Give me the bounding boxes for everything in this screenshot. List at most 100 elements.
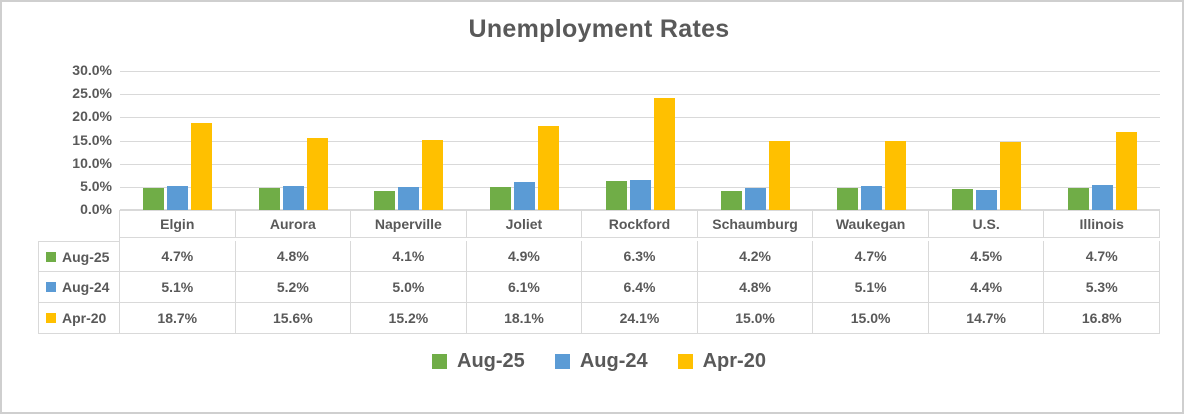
table-value-cell: 15.0% (813, 303, 929, 334)
bar-aug-25 (1067, 188, 1089, 210)
gridline (120, 117, 1160, 119)
bar-apr-20 (422, 139, 444, 210)
legend-swatch (554, 354, 570, 369)
table-value-cell: 6.1% (466, 272, 583, 303)
category-group-schaumburg (698, 71, 814, 210)
table-header-schaumburg: Schaumburg (697, 210, 814, 238)
bar-aug-24 (1091, 185, 1113, 210)
table-value-cell: 4.5% (928, 241, 1045, 272)
bar-aug-24 (629, 180, 651, 210)
series-key-label: Apr-20 (62, 310, 107, 326)
legend-label: Aug-25 (457, 350, 525, 372)
table-row-label-aug-24: Aug-24 (38, 272, 120, 303)
table-value-cell: 18.7% (120, 303, 236, 334)
y-tick-label: 30.0% (72, 62, 112, 78)
bar-apr-20 (1000, 141, 1022, 210)
bar-aug-25 (952, 189, 974, 210)
table-value-cell: 4.7% (813, 241, 929, 272)
table-value-cell: 4.7% (1044, 241, 1160, 272)
table-value-cell: 18.1% (466, 303, 583, 334)
legend: Aug-25 Aug-24 Apr-20 (38, 350, 1160, 373)
legend-label: Aug-24 (579, 350, 648, 372)
table-header-joliet: Joliet (466, 210, 583, 238)
table-value-cell: 6.3% (582, 241, 698, 272)
table-value-cell: 4.8% (235, 241, 352, 272)
table-value-cell: 4.7% (120, 241, 236, 272)
table-header-waukegan: Waukegan (813, 210, 929, 238)
bar-aug-25 (374, 191, 396, 210)
table-header-elgin: Elgin (120, 210, 236, 238)
category-group-joliet (467, 71, 583, 210)
legend-label: Apr-20 (702, 350, 766, 372)
gridline (120, 94, 1160, 96)
bar-aug-24 (282, 185, 304, 210)
bar-aug-24 (976, 189, 998, 210)
series-key-swatch (46, 251, 56, 262)
category-group-waukegan (813, 71, 929, 210)
y-tick-label: 5.0% (80, 177, 112, 194)
bar-aug-24 (167, 186, 189, 210)
table-corner-cell (38, 210, 120, 241)
table-value-cell: 4.9% (466, 241, 583, 272)
data-table: Elgin Aurora Naperville Joliet Rockford Schau… (38, 210, 1160, 334)
table-value-cell: 5.1% (120, 272, 236, 303)
bar-aug-25 (143, 188, 165, 210)
gridline (120, 140, 1160, 142)
bar-aug-24 (745, 187, 767, 210)
y-tick-label: 25.0% (72, 85, 112, 102)
category-group-aurora (236, 71, 352, 210)
y-tick-label: 0.0% (80, 201, 112, 217)
table-value-cell: 15.6% (235, 303, 352, 334)
table-header-aurora: Aurora (235, 210, 352, 238)
y-tick-label: 15.0% (72, 131, 112, 148)
bar-apr-20 (769, 140, 791, 210)
table-value-cell: 14.7% (928, 303, 1045, 334)
bar-aug-25 (258, 187, 280, 210)
table-value-cell: 5.1% (813, 272, 929, 303)
chart-title: Unemployment Rates (468, 15, 730, 43)
y-tick-label: 10.0% (72, 154, 112, 171)
table-value-cell: 6.4% (582, 272, 698, 303)
chart-region: 30.0% 25.0% 20.0% 15.0% 10.0% 5.0% 0.0% (38, 62, 1160, 217)
table-value-cell: 5.0% (351, 272, 467, 303)
series-key-swatch (46, 282, 56, 292)
legend-item-apr-20: Apr-20 (677, 350, 766, 373)
legend-item-aug-25: Aug-25 (432, 350, 525, 373)
series-key-label: Aug-25 (62, 248, 110, 265)
table-value-cell: 4.1% (351, 241, 467, 272)
y-axis-labels: 30.0% 25.0% 20.0% 15.0% 10.0% 5.0% 0.0% (38, 62, 120, 217)
table-value-cell: 4.8% (697, 272, 814, 303)
table-value-cell: 4.2% (697, 241, 814, 272)
table-header-rockford: Rockford (582, 210, 698, 238)
bar-aug-25 (721, 190, 743, 210)
y-tick-label: 20.0% (72, 108, 112, 125)
bar-apr-20 (306, 137, 328, 210)
table-header-naperville: Naperville (351, 210, 467, 238)
table-value-cell: 5.2% (235, 272, 352, 303)
category-group-u-s- (929, 71, 1045, 210)
bar-apr-20 (653, 98, 675, 210)
table-value-cell: 5.3% (1044, 272, 1160, 303)
bar-apr-20 (191, 123, 213, 210)
legend-swatch (677, 354, 693, 369)
bar-apr-20 (1115, 132, 1137, 210)
bar-aug-24 (513, 181, 535, 210)
category-group-elgin (120, 71, 236, 210)
table-row-label-aug-25: Aug-25 (38, 241, 120, 272)
table-value-cell: 24.1% (582, 303, 698, 334)
bar-apr-20 (537, 126, 559, 210)
category-group-naperville (351, 71, 467, 210)
category-group-illinois (1045, 71, 1161, 210)
table-header-u-s-: U.S. (928, 210, 1045, 238)
bar-aug-25 (489, 187, 511, 210)
table-value-cell: 16.8% (1044, 303, 1160, 334)
table-row-label-apr-20: Apr-20 (38, 303, 120, 334)
gridline (120, 71, 1160, 72)
bar-aug-24 (398, 186, 420, 210)
table-value-cell: 4.4% (928, 272, 1045, 303)
bar-apr-20 (884, 140, 906, 210)
gridline (120, 163, 1160, 165)
bar-aug-25 (836, 188, 858, 210)
plot-area (120, 71, 1160, 210)
